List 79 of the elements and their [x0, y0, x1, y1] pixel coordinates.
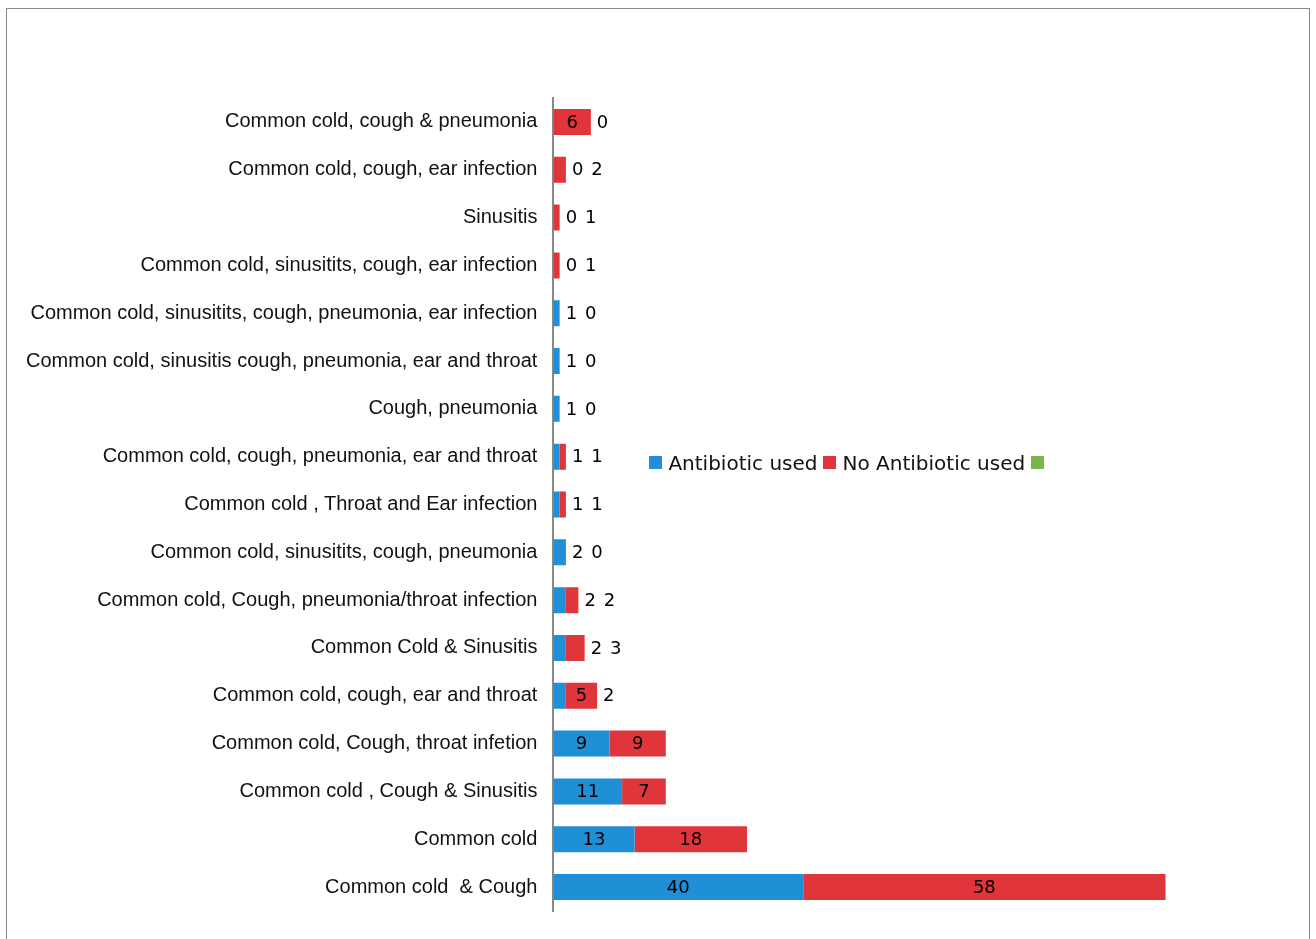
y-tick-label: Common cold, cough & pneumonia: [224, 109, 539, 132]
data-label: 9: [575, 732, 588, 754]
data-label: 1: [585, 254, 597, 276]
y-tick-label: Common cold, Cough, throat infetion: [211, 731, 538, 754]
bar: [553, 587, 566, 614]
y-tick-label: Common cold , Cough & Sinusitis: [239, 778, 538, 801]
bar: [609, 730, 666, 757]
bar: [553, 156, 566, 183]
bar: [559, 443, 566, 470]
y-tick-label: Common cold , Throat and Ear infection: [184, 492, 538, 515]
data-label: 2: [591, 158, 603, 180]
data-label: 18: [679, 827, 703, 849]
data-label: 1: [591, 493, 603, 515]
bar: [553, 682, 566, 709]
data-label: 0: [571, 158, 584, 180]
y-tick-label: Common cold, cough, pneumonia, ear and throat: [102, 444, 538, 467]
data-label: 2: [590, 636, 603, 658]
bar: [565, 634, 585, 661]
bar: [553, 108, 591, 135]
data-label: 0: [591, 541, 603, 562]
data-label: 0: [565, 254, 578, 276]
data-label: 7: [638, 780, 650, 802]
data-label: 1: [565, 397, 578, 419]
bar: [553, 395, 560, 422]
bar: [559, 491, 566, 518]
data-label: 9: [631, 732, 644, 754]
data-label: 40: [666, 875, 690, 897]
bar: [553, 874, 804, 901]
y-tick-label: Common cold, sinusitis cough, pneumonia, ear and throat: [25, 348, 538, 371]
y-tick-label: Common cold, cough, ear and throat: [212, 683, 538, 706]
legend-label: No Antibiotic used: [842, 450, 1026, 475]
y-tick-label: Common cold, Cough, pneumonia/throat infection: [97, 587, 538, 610]
legend-label: Antibiotic used: [668, 450, 818, 475]
bar: [553, 252, 560, 279]
bar: [553, 826, 635, 853]
data-label: 11: [576, 780, 600, 802]
y-tick-label: Common cold, sinusitits, cough, pneumonia, ear infection: [30, 300, 538, 323]
bar: [622, 778, 666, 805]
bar: [565, 682, 598, 709]
bar: [553, 730, 610, 757]
data-label: 0: [596, 110, 609, 132]
data-label: 2: [584, 588, 596, 610]
data-label: 0: [585, 397, 597, 419]
bar: [553, 204, 560, 231]
data-label: 6: [566, 110, 578, 132]
data-label: 1: [571, 493, 584, 515]
data-label: 1: [585, 206, 597, 228]
y-tick-label: Common cold, cough, ear infection: [228, 157, 538, 180]
data-label: 1: [565, 349, 578, 371]
bar: [553, 491, 560, 518]
bar: [553, 539, 566, 566]
data-label: 2: [571, 541, 584, 562]
bar: [553, 300, 560, 327]
data-label: 0: [585, 301, 597, 323]
data-label: 5: [575, 684, 588, 706]
bar: [553, 778, 623, 805]
bar: [634, 826, 748, 853]
data-label: 58: [972, 875, 996, 897]
y-tick-label: Common cold: [414, 826, 538, 849]
data-label: 3: [610, 636, 622, 658]
data-label: 13: [582, 827, 606, 849]
data-label: 0: [585, 349, 597, 371]
y-tick-label: Sinusitis: [462, 205, 538, 228]
bar: [553, 443, 560, 470]
data-label: 1: [571, 445, 584, 467]
bar: [553, 348, 560, 375]
y-tick-label: Common cold, sinusitits, cough, pneumonia: [150, 539, 539, 562]
y-tick-label: Common cold & Cough: [325, 874, 538, 897]
bar: [553, 634, 566, 661]
y-tick-label: Cough, pneumonia: [368, 396, 539, 419]
data-label: 0: [565, 206, 578, 228]
data-label: 2: [603, 684, 615, 706]
data-label: 1: [565, 301, 578, 323]
y-tick-label: Common cold, sinusitits, cough, ear infection: [140, 252, 538, 275]
bar: [565, 587, 579, 614]
y-tick-label: Common Cold & Sinusitis: [310, 635, 538, 658]
data-label: 1: [591, 445, 603, 467]
data-label: 2: [603, 588, 616, 610]
bar: [803, 874, 1166, 901]
